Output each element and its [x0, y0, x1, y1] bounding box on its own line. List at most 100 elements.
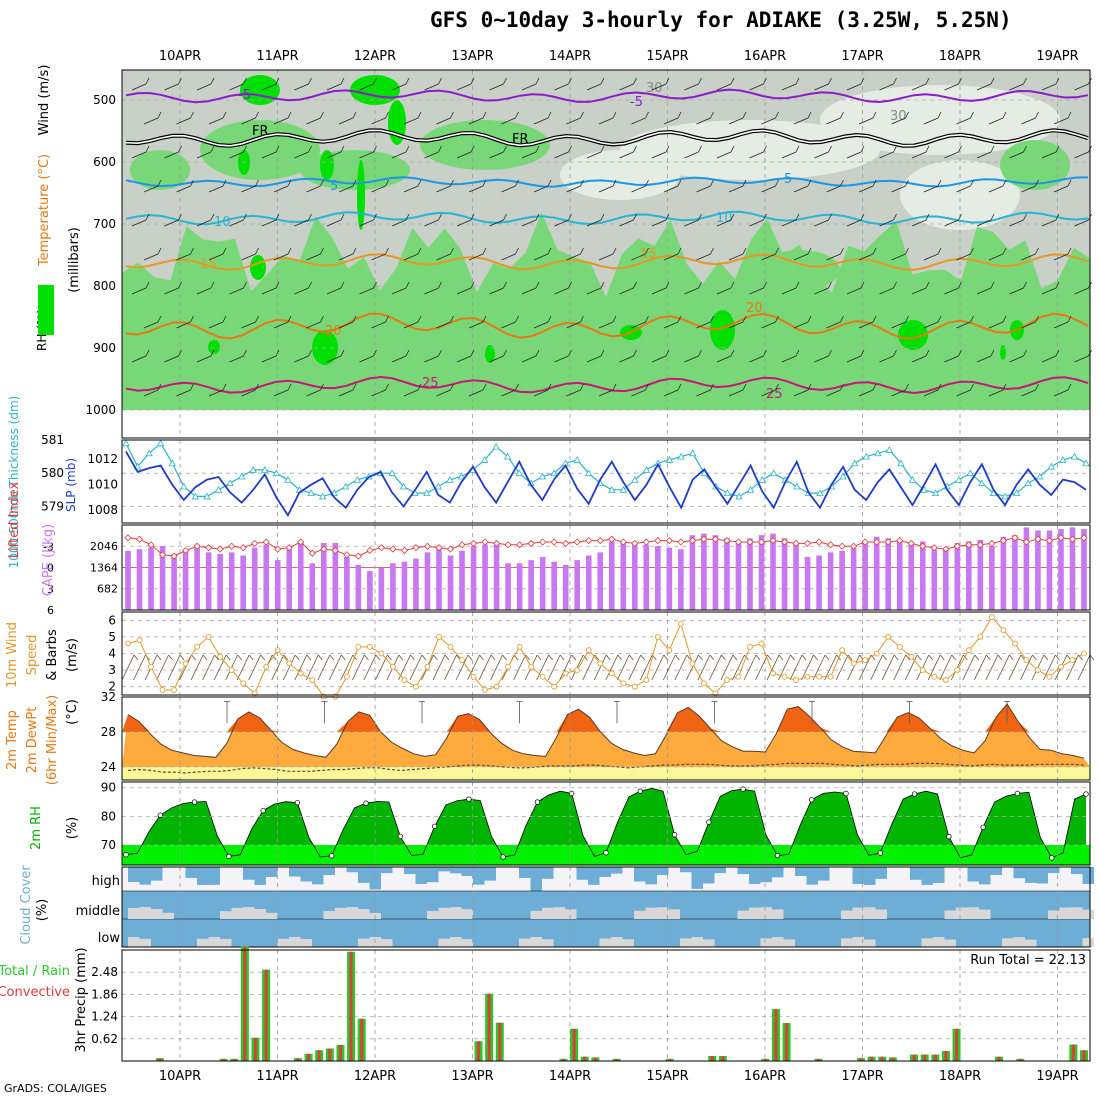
upper-wind-barb-flag: [925, 213, 930, 221]
wind-speed-point: [643, 677, 650, 683]
rh2m-point: [397, 833, 403, 840]
low-cloud-gap: [542, 939, 554, 947]
cape-bar: [804, 557, 811, 610]
upper-wind-barb: [468, 321, 484, 329]
thickness-point: [492, 442, 500, 450]
surface-wind-barb-flag: [732, 654, 738, 661]
cape-bar: [643, 544, 650, 610]
surface-wind-barb-flag: [352, 654, 358, 661]
upper-wind-barb-flag: [287, 315, 292, 323]
surface-wind-barb-flag: [260, 654, 266, 661]
upper-wind-barb: [911, 355, 927, 363]
upper-wind-barb: [554, 83, 569, 91]
upper-wind-barb: [424, 151, 439, 159]
upper-wind-barb: [164, 151, 179, 159]
surface-wind-barb-flag: [536, 654, 542, 661]
precip-convective-bar: [944, 1050, 948, 1061]
contour-5: [125, 176, 1089, 188]
upper-wind-barb-flag: [482, 247, 487, 255]
upper-wind-barb: [716, 83, 732, 91]
precip-convective-bar: [296, 1058, 300, 1061]
wind-speed-point: [436, 634, 442, 640]
wind-speed-point: [988, 614, 995, 620]
top-date-label: 12APR: [354, 49, 396, 64]
upper-wind-barb-flag: [145, 213, 150, 221]
upper-wind-barb-flag: [612, 111, 617, 119]
surface-wind-barb: [582, 654, 596, 681]
surface-wind-barb-flag: [179, 654, 185, 661]
upper-wind-barb: [176, 117, 191, 125]
lifted-index-point: [205, 544, 213, 552]
thickness-point: [642, 466, 651, 473]
upper-wind-barb-flag: [612, 383, 617, 391]
wind-speed-point: [770, 670, 776, 677]
upper-wind-barb-flag: [742, 315, 747, 323]
mid-cloud-gap: [1082, 909, 1094, 919]
cape-bar: [793, 542, 799, 610]
surface-wind-barb: [363, 654, 377, 681]
upper-wind-barb: [143, 117, 159, 125]
upper-wind-barb-flag: [990, 281, 995, 289]
upper-wind-barb: [781, 151, 797, 159]
cape-bar: [701, 533, 707, 610]
upper-wind-barb-flag: [730, 77, 735, 85]
high-cloud-bar: [438, 867, 450, 872]
cape-bar: [251, 547, 258, 610]
upper-wind-barb-flag: [275, 281, 280, 289]
upper-wind-barb: [521, 219, 537, 227]
upper-wind-barb: [728, 321, 744, 329]
rh2m-point: [191, 799, 198, 805]
upper-wind-barb: [619, 151, 634, 159]
upper-wind-barb-flag: [340, 145, 345, 153]
upper-wind-barb-flag: [275, 213, 280, 221]
cape-bar: [378, 567, 385, 610]
upper-wind-barb-flag: [308, 281, 312, 289]
cape-bar: [125, 550, 131, 610]
lifted-index-point: [354, 552, 362, 560]
surface-wind-barb-flag: [559, 654, 565, 661]
lifted-index-point: [700, 535, 708, 543]
high-cloud-bar: [300, 867, 312, 882]
upper-wind-barb-flag: [243, 281, 247, 289]
thickness-point: [180, 482, 188, 490]
thickness-point: [538, 472, 547, 480]
upper-wind-barb: [781, 83, 797, 91]
surface-wind-barb-flag: [790, 654, 795, 661]
cape-bar: [966, 541, 972, 610]
upper-wind-barb-flag: [1055, 77, 1060, 85]
thickness-point: [816, 489, 824, 497]
upper-wind-barb-flag: [438, 281, 442, 289]
upper-wind-barb-flag: [763, 281, 767, 289]
contour-label: 15: [200, 257, 217, 272]
precip-convective-bar: [1018, 1058, 1022, 1061]
lifted-index-point: [158, 551, 167, 559]
lifted-index-point: [331, 546, 339, 555]
upper-wind-barb-flag: [417, 111, 422, 119]
upper-wind-barb-flag: [1067, 111, 1072, 119]
upper-wind-barb-flag: [795, 77, 800, 85]
upper-wind-barb-flag: [1035, 383, 1039, 391]
upper-wind-barb: [338, 253, 354, 261]
cape-bar: [240, 555, 246, 610]
mid-cloud-gap: [944, 910, 956, 919]
lifted-index-tick-label: -3: [43, 540, 54, 553]
wind-barbs-axis-label: & Barbs: [45, 629, 60, 681]
upper-wind-barb: [359, 83, 374, 91]
upper-wind-barb: [891, 253, 906, 261]
upper-wind-barb: [229, 151, 244, 159]
upper-wind-barb-flag: [807, 383, 812, 391]
surface-wind-barb: [651, 654, 665, 681]
precip-convective-bar: [774, 1009, 778, 1061]
upper-wind-barb: [241, 185, 256, 193]
lifted-index-point: [942, 545, 950, 553]
upper-wind-barb: [533, 389, 549, 397]
cloud-level-middle: middle: [76, 904, 120, 919]
high-cloud-bar: [645, 867, 657, 885]
thickness-point: [307, 489, 315, 497]
upper-wind-barb: [521, 355, 537, 363]
upper-wind-barb: [566, 389, 581, 397]
upper-wind-barb-flag: [373, 349, 377, 357]
surface-wind-barb-flag: [271, 654, 277, 661]
high-cloud-bar: [139, 867, 151, 885]
mid-cloud-gap: [151, 908, 163, 919]
